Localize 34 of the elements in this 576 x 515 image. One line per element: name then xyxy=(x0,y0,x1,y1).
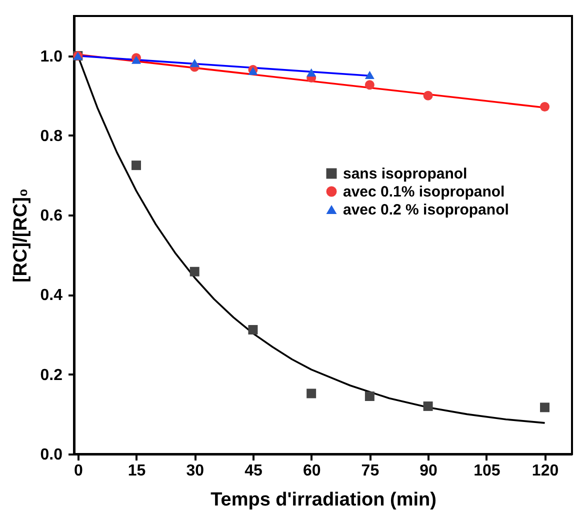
y-axis-title: [RC]/[RC]₀ xyxy=(10,188,32,283)
x-tick-label: 45 xyxy=(244,462,262,480)
y-tick-label: 0.4 xyxy=(40,287,63,304)
point xyxy=(423,90,433,100)
point xyxy=(364,80,374,90)
point xyxy=(423,401,433,411)
legend-label: avec 0.1% isopropanol xyxy=(343,184,505,200)
x-tick-label: 15 xyxy=(128,462,146,480)
x-tick-label: 0 xyxy=(74,462,83,480)
legend-label: sans isopropanol xyxy=(343,166,468,182)
x-tick-label: 105 xyxy=(474,462,500,480)
x-axis-title: Temps d'irradiation (min) xyxy=(210,490,436,510)
point xyxy=(540,102,550,112)
point xyxy=(248,325,258,335)
point xyxy=(132,160,141,170)
x-tick-label: 120 xyxy=(532,462,559,480)
point xyxy=(364,70,374,80)
x-tick-label: 30 xyxy=(186,462,204,480)
legend-label: avec 0.2 % isopropanol xyxy=(343,202,509,218)
point xyxy=(306,68,316,77)
y-tick-label: 0.0 xyxy=(40,446,63,464)
x-tick-label: 90 xyxy=(420,462,438,480)
y-tick-label: 0.6 xyxy=(40,208,63,225)
y-tick-label: 1.0 xyxy=(40,48,63,66)
y-tick-label: 0.2 xyxy=(40,366,63,384)
point xyxy=(190,266,200,276)
point xyxy=(364,392,374,402)
point xyxy=(540,402,550,412)
x-tick-label: 75 xyxy=(361,462,380,480)
point xyxy=(190,58,200,68)
point xyxy=(132,56,141,64)
x-tick-label: 60 xyxy=(302,462,321,480)
y-tick-label: 0.8 xyxy=(40,128,63,145)
point xyxy=(306,388,316,398)
